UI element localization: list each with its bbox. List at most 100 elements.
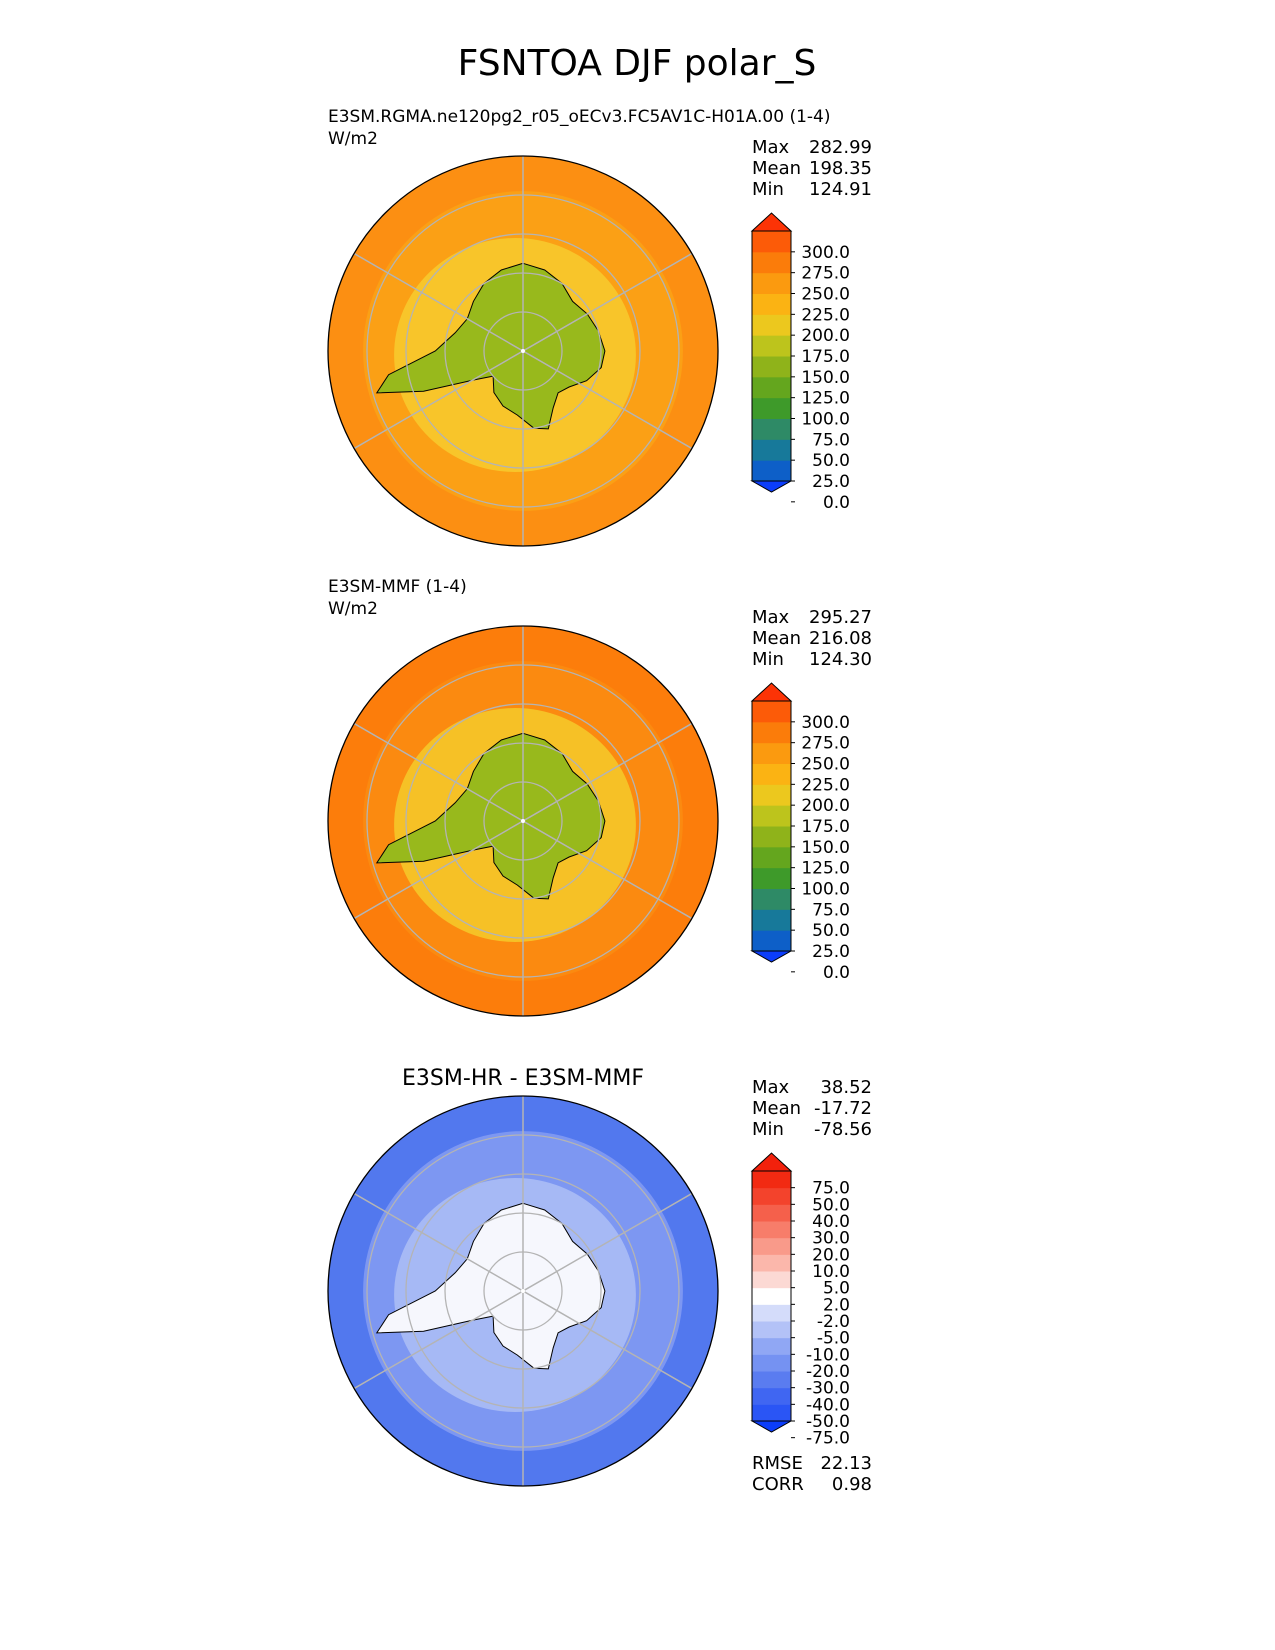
colorbar-swatch [752,460,791,482]
colorbar-swatch [752,1287,791,1305]
colorbar-swatch [752,272,791,294]
panel-diff: E3SM-HR - E3SM-MMF Max 38.52 Mean -17.72 Min -… [327,1066,872,1495]
figure-title: FSNTOA DJF polar_S [458,43,817,84]
colorbar-swatch [752,314,791,336]
stat-label: Mean [752,1098,801,1119]
colorbar-swatch [752,376,791,399]
colorbar: 300.0275.0250.0225.0200.0175.0150.0125.0… [750,212,850,513]
stat-label: Mean [752,158,801,179]
colorbar-swatch [752,721,791,744]
colorbar-tick-label: 25.0 [812,942,850,962]
colorbar-swatch [752,1237,791,1255]
stat-label: Max [752,137,790,158]
colorbar-swatch [752,1254,791,1272]
pole-marker [521,819,525,823]
colorbar-swatch [752,805,791,827]
colorbar-extend-max [750,1152,793,1172]
colorbar-swatch [752,763,791,785]
panels: E3SM.RGMA.ne120pg2_r05_oECv3.FC5AV1C-H01… [327,107,872,1495]
colorbar-tick-label: 50.0 [812,1195,850,1215]
panel-units: W/m2 [328,129,378,149]
colorbar-swatch [752,867,791,889]
colorbar-swatch [752,1321,791,1339]
stat-label: Min [752,179,784,200]
panel-units: W/m2 [328,599,378,619]
colorbar-tick-label: 75.0 [812,1179,850,1199]
colorbar-tick-label: -20.0 [806,1362,850,1382]
colorbar-swatch [752,1221,791,1239]
colorbar-swatch [752,909,791,931]
stat-value: 282.99 [809,137,872,158]
stat-label: Max [752,607,790,628]
stat-value: 198.35 [809,158,872,179]
metric-value: 0.98 [832,1474,872,1495]
colorbar-swatch [752,1304,791,1322]
colorbar-extend-min [750,950,793,963]
map-frame [327,1095,719,1487]
stat-label: Min [752,649,784,670]
colorbar-tick-label: 40.0 [812,1212,850,1232]
colorbar-tick-label: 100.0 [801,410,850,430]
colorbar-swatch [752,251,791,274]
colorbar-tick-label: 75.0 [812,900,850,920]
colorbar-frame [751,1170,792,1422]
stat-value: 124.91 [809,179,872,200]
colorbar-tick-label: -40.0 [806,1395,850,1415]
colorbar-swatch [752,846,791,869]
colorbar-extend-min [750,1420,793,1433]
stat-value: 124.30 [809,649,872,670]
antarctica-land [376,263,605,429]
colorbar-tick-label: -30.0 [806,1379,850,1399]
colorbar-tick-label: 175.0 [801,347,850,367]
colorbar-swatch [752,293,791,315]
colorbar-tick-label: 75.0 [812,430,850,450]
colorbar-swatch [752,439,791,461]
colorbar-tick-label: -2.0 [817,1312,850,1332]
map-frame [327,155,719,547]
metric-label: RMSE [752,1453,803,1474]
colorbar-tick-label: -10.0 [806,1345,850,1365]
pole-marker [521,1289,525,1293]
colorbar-tick-label: 50.0 [812,451,850,471]
metric-value: 22.13 [820,1453,872,1474]
colorbar-swatch [752,826,791,848]
colorbar-tick-label: 2.0 [823,1295,850,1315]
stat-value: -17.72 [814,1098,872,1119]
colorbar-swatch [752,1387,791,1405]
coastline [375,262,606,430]
colorbar-tick-label: 50.0 [812,921,850,941]
colorbar-tick-label: 250.0 [801,285,850,305]
pole-marker [521,349,525,353]
colorbar-swatch [752,701,791,723]
colorbar-swatch [752,1204,791,1222]
colorbar: 300.0275.0250.0225.0200.0175.0150.0125.0… [750,682,850,983]
map-frame [327,625,719,1017]
colorbar-tick-label: 0.0 [823,493,850,513]
colorbar-extend-max [750,212,793,232]
colorbar-extend-min [750,480,793,493]
colorbar-swatch [752,231,791,253]
stat-label: Mean [752,628,801,649]
colorbar-tick-label: 5.0 [823,1279,850,1299]
colorbar-swatch [752,930,791,952]
colorbar-swatch [752,784,791,806]
colorbar-swatch [752,1171,791,1189]
graticule [353,1096,693,1486]
colorbar-extend-max [750,682,793,702]
colorbar-swatch [752,1371,791,1389]
colorbar-swatch [752,1187,791,1205]
colorbar: 75.050.040.030.020.010.05.02.0-2.0-5.0-1… [750,1152,850,1449]
colorbar-tick-label: 200.0 [801,326,850,346]
antarctica-land [376,733,605,899]
colorbar-tick-label: 225.0 [801,775,850,795]
graticule [353,156,693,546]
colorbar-tick-label: 175.0 [801,817,850,837]
colorbar-swatch [752,418,791,440]
colorbar-tick-label: 150.0 [801,368,850,388]
colorbar-tick-label: -5.0 [817,1329,850,1349]
panel-title-center: E3SM-HR - E3SM-MMF [402,1066,644,1091]
colorbar-swatch [752,1404,791,1422]
colorbar-swatch [752,397,791,419]
colorbar-swatch [752,356,791,378]
colorbar-swatch [752,1354,791,1372]
